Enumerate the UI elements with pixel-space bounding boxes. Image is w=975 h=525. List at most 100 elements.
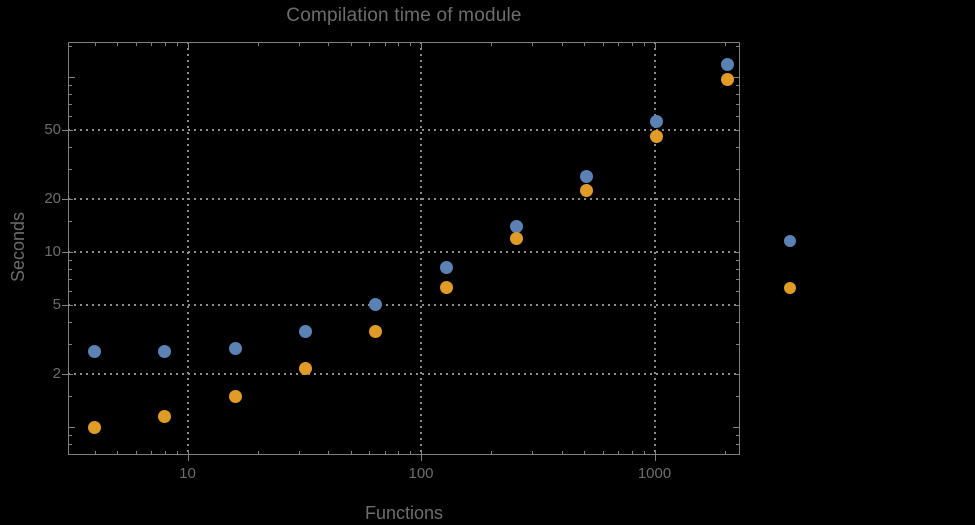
y-tick [68,46,72,48]
data-point-orange-series [439,280,453,294]
y-tick [68,221,72,223]
x-tick [135,42,137,46]
y-tick [736,343,740,345]
gridline-vertical [420,42,422,455]
y-tick [68,443,72,445]
x-tick [584,451,586,455]
x-tick-label: 100 [408,465,434,482]
x-tick [398,42,400,46]
y-tick [68,85,72,86]
data-point-blue-series [439,260,453,274]
x-tick [298,42,300,46]
y-tick [68,93,72,95]
x-tick [631,42,633,46]
y-tick [736,279,740,281]
y-tick [733,427,740,428]
data-point-blue-series [158,345,172,358]
data-point-orange-series [720,72,734,86]
data-point-blue-series [650,114,664,128]
y-tick-label: 5 [52,295,61,313]
y-tick [736,260,740,261]
x-tick [257,42,259,46]
y-tick-label: 20 [44,190,61,208]
gridline-horizontal [68,373,740,376]
x-tick [369,451,371,455]
x-tick [94,42,96,46]
x-tick [532,451,534,455]
data-point-orange-series [298,362,312,376]
x-tick [164,451,166,455]
y-tick [736,443,740,445]
gridline-horizontal [68,251,740,253]
y-tick [68,396,72,398]
gridline-horizontal [68,198,740,201]
x-tick [724,42,726,46]
y-tick [734,129,740,131]
x-tick [491,451,493,455]
y-tick [68,146,72,148]
x-tick [117,451,119,455]
y-tick [736,146,740,148]
y-tick [736,396,740,398]
data-point-blue-series [228,342,242,356]
y-tick [736,435,740,436]
y-tick [68,427,75,428]
y-tick [62,374,73,376]
x-tick [631,451,633,455]
y-tick [733,77,740,78]
y-tick [736,290,740,292]
x-tick [643,42,645,46]
y-tick [734,374,740,376]
x-tick [410,451,412,455]
y-tick [68,168,72,170]
plot-area [68,42,740,455]
y-tick [736,321,740,323]
data-point-orange-series [509,231,523,245]
y-tick [736,268,740,270]
y-tick-label: 2 [52,365,61,383]
y-tick [736,168,740,170]
x-tick [176,451,178,455]
x-tick [491,42,493,46]
gridline-horizontal [68,303,740,306]
x-tick [602,451,604,455]
data-point-blue-series [720,57,734,71]
chart-title: Compilation time of module [286,5,522,26]
x-tick [151,42,153,46]
x-tick [384,451,386,455]
y-tick [736,46,740,48]
y-tick [736,104,740,106]
x-tick [398,451,400,455]
x-tick [187,42,189,48]
data-point-orange-series [158,409,172,423]
x-tick-label: 10 [179,465,196,482]
x-tick [187,450,189,461]
x-tick [176,42,178,46]
y-tick [68,343,72,345]
y-tick [734,199,740,201]
x-tick [298,451,300,455]
y-tick [62,252,73,253]
data-point-blue-series [580,170,594,183]
y-tick [68,104,72,106]
y-tick [736,85,740,86]
x-tick [618,42,620,46]
x-tick [602,42,604,46]
y-tick [62,129,73,131]
x-tick-label: 1000 [637,465,672,482]
x-tick [654,450,656,461]
y-tick [62,199,73,201]
data-point-orange-series [650,129,664,143]
y-tick [68,77,75,78]
gridline-vertical [653,42,656,455]
x-tick [328,451,330,455]
y-tick [734,252,740,253]
data-point-blue-series [509,219,523,233]
gridline-vertical [186,42,189,455]
data-point-blue-series [369,298,383,312]
y-tick [68,290,72,292]
x-tick [421,42,422,48]
x-tick [724,451,726,455]
x-tick [584,42,586,46]
